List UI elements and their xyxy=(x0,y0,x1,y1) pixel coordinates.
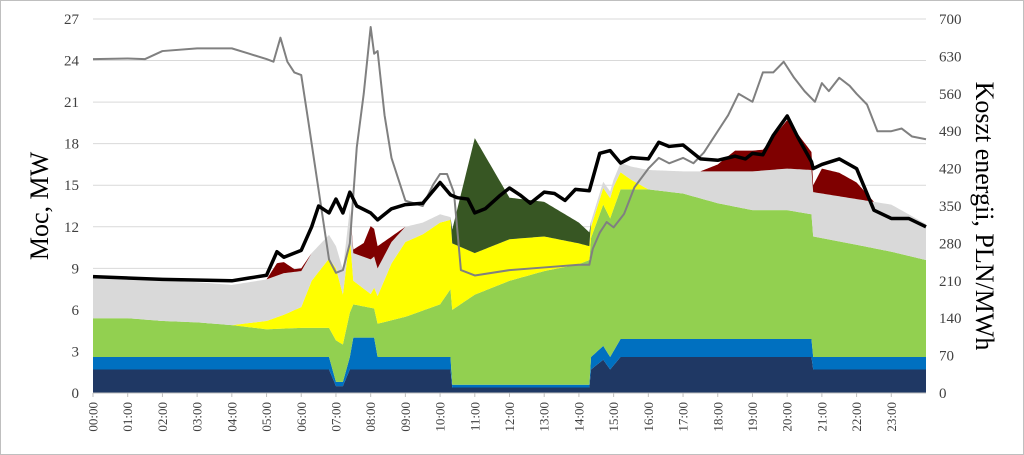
y-tick-label-7: 21 xyxy=(64,95,79,111)
y-axis-left-ticks: 0 3 6 9 12 15 18 21 24 27 xyxy=(64,12,80,402)
x-tick-label-15: 15:00 xyxy=(606,402,621,432)
stacked-areas xyxy=(93,120,926,393)
area-layer-0 xyxy=(93,356,926,393)
area-layer-6 xyxy=(93,120,926,285)
x-tick-label-4: 04:00 xyxy=(224,402,239,432)
y2-tick-label-8: 560 xyxy=(939,87,962,103)
area-layer-4 xyxy=(93,162,926,326)
x-tick-label-2: 02:00 xyxy=(155,402,170,432)
x-tick-label-12: 12:00 xyxy=(502,402,517,432)
x-tick-label-6: 06:00 xyxy=(294,402,309,432)
x-tick-label-7: 07:00 xyxy=(328,402,343,432)
y-tick-label-9: 27 xyxy=(64,12,80,28)
y2-tick-label-6: 420 xyxy=(939,162,962,178)
x-tick-label-5: 05:00 xyxy=(259,402,274,432)
y2-tick-label-2: 140 xyxy=(939,311,962,327)
y-tick-label-0: 0 xyxy=(72,386,80,402)
y-tick-label-2: 6 xyxy=(72,303,80,319)
x-tick-label-11: 11:00 xyxy=(467,402,482,431)
y2-tick-label-1: 70 xyxy=(939,349,954,365)
x-tick-label-13: 13:00 xyxy=(537,402,552,432)
y-tick-label-8: 24 xyxy=(64,54,80,70)
y2-tick-label-7: 490 xyxy=(939,124,962,140)
y-axis-title-left: Moc, MW xyxy=(25,151,54,260)
price-line xyxy=(92,26,927,277)
y2-tick-label-9: 630 xyxy=(939,49,962,65)
x-tick-label-23: 23:00 xyxy=(884,402,899,432)
area-layer-1 xyxy=(93,337,926,388)
x-tick-label-9: 09:00 xyxy=(398,402,413,432)
x-tick-label-8: 08:00 xyxy=(363,402,378,432)
y-tick-label-4: 12 xyxy=(64,220,79,236)
y2-tick-label-3: 210 xyxy=(939,274,962,290)
x-tick-label-10: 10:00 xyxy=(433,402,448,432)
x-tick-label-3: 03:00 xyxy=(190,402,205,432)
area-layer-3 xyxy=(93,172,926,345)
y-tick-label-1: 3 xyxy=(72,344,80,360)
x-tick-label-19: 19:00 xyxy=(745,402,760,432)
y-tick-label-6: 18 xyxy=(64,137,79,153)
x-tick-label-22: 22:00 xyxy=(849,402,864,432)
y-tick-label-3: 9 xyxy=(72,261,80,277)
x-axis-ticks: 00:00 01:00 02:00 03:00 04:00 05:00 06:00 07:00… xyxy=(86,393,899,432)
x-tick-label-20: 20:00 xyxy=(780,402,795,432)
series-lines xyxy=(92,26,927,283)
x-tick-label-17: 17:00 xyxy=(676,402,691,432)
x-tick-label-16: 16:00 xyxy=(641,402,656,432)
y-tick-label-5: 15 xyxy=(64,178,79,194)
y-axis-right-ticks: 0 70 140 210 280 350 420 490 560 630 700 xyxy=(939,12,962,402)
area-layer-2 xyxy=(93,189,926,385)
y2-tick-label-10: 700 xyxy=(939,12,962,28)
x-tick-label-21: 21:00 xyxy=(814,402,829,432)
x-tick-label-14: 14:00 xyxy=(571,402,586,432)
y-axis-title-right: Koszt energii, PLN/MWh xyxy=(970,82,999,351)
y2-tick-label-4: 280 xyxy=(939,236,962,252)
y2-tick-label-0: 0 xyxy=(939,386,947,402)
total-power-line xyxy=(92,114,927,283)
x-tick-label-1: 01:00 xyxy=(120,402,135,432)
x-tick-label-18: 18:00 xyxy=(710,402,725,432)
x-tick-label-0: 00:00 xyxy=(86,402,101,432)
y2-tick-label-5: 350 xyxy=(939,199,962,215)
